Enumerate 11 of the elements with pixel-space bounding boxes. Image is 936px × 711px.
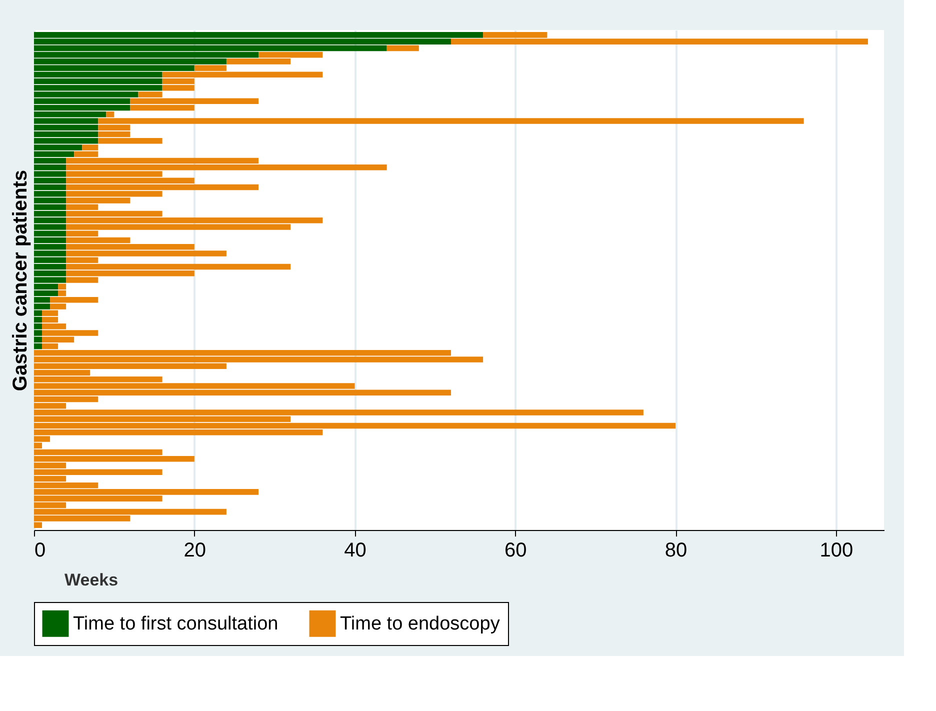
legend-label: Time to endoscopy bbox=[340, 614, 500, 635]
x-tick-label: 20 bbox=[184, 540, 206, 562]
x-tick-label: 80 bbox=[664, 540, 688, 562]
y-axis-title: Gastric cancer patients bbox=[10, 170, 32, 392]
x-tick-label: 60 bbox=[504, 540, 527, 562]
legend-label: Time to first consultation bbox=[73, 614, 278, 635]
x-tick-label: 40 bbox=[344, 540, 366, 562]
x-axis-title: Weeks bbox=[64, 570, 118, 590]
x-tick-label: 0 bbox=[34, 540, 46, 562]
bar bbox=[386, 45, 419, 52]
x-tick-label: 100 bbox=[820, 540, 854, 562]
